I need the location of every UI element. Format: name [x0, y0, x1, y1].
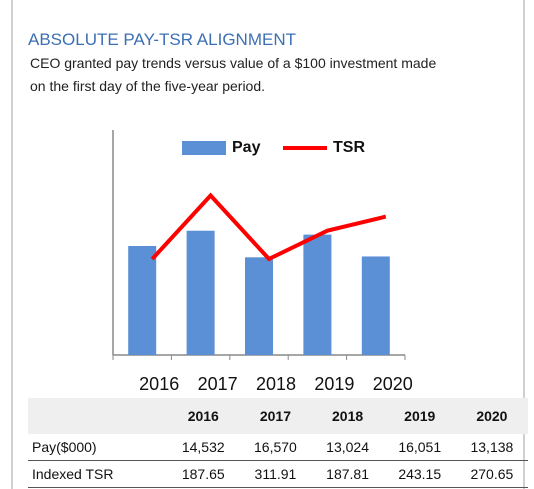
row-label: Indexed TSR [28, 460, 168, 488]
x-tick-label: 2017 [198, 374, 238, 394]
cell: 243.15 [383, 460, 456, 488]
frame [11, 0, 525, 489]
x-tick-label: 2016 [139, 374, 179, 394]
cell: 187.65 [167, 460, 240, 488]
cell: 16,570 [239, 434, 312, 461]
table-row: Pay($000) 14,532 16,570 13,024 16,051 13,138 [28, 434, 528, 461]
column-header: 2018 [311, 398, 384, 434]
x-tick-label: 2018 [256, 374, 296, 394]
cell: 187.81 [311, 460, 384, 488]
bar [361, 256, 390, 355]
cell: 14,532 [167, 434, 240, 461]
line [150, 192, 387, 262]
bar [245, 257, 273, 355]
x-tick-label: 2020 [373, 374, 413, 394]
subtitle: on the first day of the five-year period… [30, 78, 266, 94]
x-tick-label: 2019 [314, 374, 354, 394]
cell: 270.65 [455, 460, 528, 488]
data-table: 2016 2017 2018 2019 2020 Pay($000) 14,532 16,5… [28, 398, 528, 488]
table-body: Pay($000) 14,532 16,570 13,024 16,051 13,138 I… [28, 434, 528, 488]
chart: 2016 2017 2018 2019 2020 Pay TSR [112, 130, 413, 394]
table-row: Indexed TSR 187.65 311.91 187.81 243.15 270.6… [28, 460, 528, 488]
cell: 13,024 [311, 434, 384, 461]
row-label: Pay($000) [28, 434, 168, 461]
bar [186, 230, 215, 355]
legend-swatch [182, 141, 226, 155]
cell: 13,138 [455, 434, 528, 461]
corner [28, 398, 168, 434]
column-header: 2016 [167, 398, 240, 434]
subtitle: CEO granted pay trends versus value of a… [30, 55, 437, 71]
column-header: 2020 [455, 398, 528, 434]
column-header: 2017 [239, 398, 312, 434]
legend-label: Pay [232, 139, 261, 156]
column-header: 2019 [383, 398, 456, 434]
legend-label: TSR [333, 139, 365, 156]
cell: 311.91 [239, 460, 312, 488]
cell: 16,051 [383, 434, 456, 461]
title: ABSOLUTE PAY-TSR ALIGNMENT [28, 30, 296, 49]
bar [128, 246, 157, 355]
header-row: 2016 2017 2018 2019 2020 [28, 398, 528, 434]
bar [303, 234, 332, 355]
